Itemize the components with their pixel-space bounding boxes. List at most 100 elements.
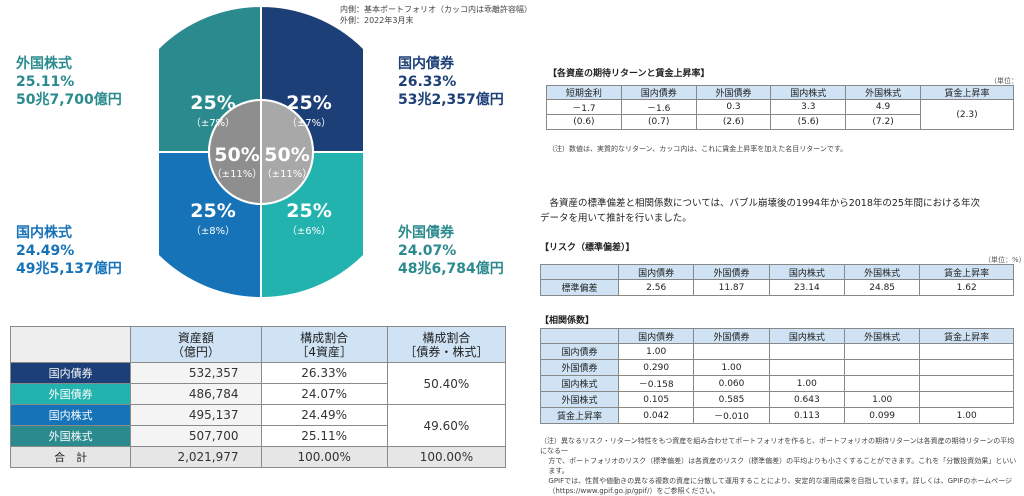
risk-cell: 2.56: [617, 279, 695, 296]
row-head: 国内株式: [9, 404, 132, 426]
inner-stock-half: [208, 98, 262, 206]
label-foreign-stock: 外国株式 25.11% 50兆7,700億円: [16, 55, 122, 109]
cell-share: 24.49%: [260, 404, 388, 426]
allocation-table: 資産額 （億円） 構成割合 ［4資産］ 構成割合 ［債券・株式］ 国内債券 53…: [9, 326, 507, 468]
risk-cell: 23.14: [768, 279, 845, 296]
label-name: 国内債券: [398, 56, 454, 72]
inner-range: （±11%）: [212, 168, 263, 180]
table-row: 外国債券 486,784 24.07%: [9, 383, 506, 405]
corr-cell: [768, 343, 845, 360]
cell-amount: 532,357: [130, 362, 262, 384]
label-domestic-bond: 国内債券 26.33% 53兆2,357億円: [398, 55, 504, 109]
table-corner: [9, 326, 132, 363]
corr-row-label: 外国債券: [540, 359, 619, 376]
row-head: 国内債券: [9, 362, 132, 384]
corr-cell: 1.00: [843, 391, 921, 408]
header-share-2: 構成割合 ［債券・株式］: [386, 326, 507, 363]
body-paragraph: 各資産の標準偏差と相関係数については、バブル崩壊後の1994年から2018年の2…: [540, 196, 1010, 226]
returns-header: 外国株式: [845, 85, 921, 100]
cell-group-bond: 50.40%: [386, 362, 507, 405]
note-line: 外側：2022年3月末: [340, 16, 414, 25]
corr-cell: 0.105: [617, 391, 695, 408]
returns-cell: 0.3: [695, 99, 772, 115]
risk-header: 国内株式: [768, 264, 845, 280]
corr-cell: 1.00: [919, 407, 1014, 424]
quadrant-pct: 25%: [190, 200, 235, 222]
returns-cell: 3.3: [770, 99, 847, 115]
corr-cell: [919, 343, 1014, 360]
corr-header: 外国株式: [843, 328, 921, 344]
corr-cell: 0.060: [693, 375, 770, 392]
header-share-4: 構成割合 ［4資産］: [260, 326, 388, 363]
cell-group-total: 100.00%: [386, 446, 507, 468]
label-amount: 49兆5,137億円: [16, 261, 122, 277]
quadrant-range: （±7%）: [287, 117, 331, 129]
table-row-total: 合 計 2,021,977 100.00% 100.00%: [9, 446, 507, 468]
corr-corner: [540, 328, 619, 344]
label-name: 外国株式: [16, 56, 72, 72]
header-text: 構成割合 ［4資産］: [296, 330, 352, 359]
returns-header: 国内株式: [770, 85, 847, 100]
corr-cell: [843, 359, 921, 376]
corr-cell: －0.158: [617, 375, 695, 392]
header-text: 構成割合 ［債券・株式］: [404, 330, 489, 359]
footnote-line: GPIFでは、性質や値動きの異なる複数の資産に分散して運用することにより、安定的…: [548, 477, 1012, 485]
risk-cell: 11.87: [693, 279, 770, 296]
returns-cell: (5.6): [770, 114, 847, 130]
inner-pct: 50%: [264, 144, 309, 166]
label-amount: 48兆6,784億円: [398, 261, 504, 277]
label-amount: 53兆2,357億円: [398, 92, 504, 108]
corr-title: 【相関係数】: [540, 316, 595, 326]
risk-corner: [540, 264, 619, 280]
risk-header: 賃金上昇率: [919, 264, 1014, 280]
corr-cell: [768, 359, 845, 376]
header-text: 資産額 （億円）: [171, 330, 220, 359]
corr-header: 賃金上昇率: [919, 328, 1014, 344]
risk-row-label: 標準偏差: [540, 279, 619, 296]
quadrant-pct: 25%: [286, 200, 331, 222]
label-name: 国内株式: [16, 225, 72, 241]
note-line: 内側：基本ポートフォリオ（カッコ内は乖離許容幅）: [340, 5, 532, 14]
label-domestic-stock: 国内株式 24.49% 49兆5,137億円: [16, 224, 122, 278]
corr-cell: [693, 343, 770, 360]
cell-group-stock: 49.60%: [386, 404, 507, 447]
risk-header: 外国株式: [843, 264, 921, 280]
corr-row-label: 賃金上昇率: [540, 407, 619, 424]
quadrant-pct: 25%: [286, 92, 331, 114]
risk-header: 国内債券: [617, 264, 695, 280]
corr-cell: 0.585: [693, 391, 770, 408]
header-amount: 資産額 （億円）: [130, 326, 262, 363]
corr-row-label: 国内株式: [540, 375, 619, 392]
label-amount: 50兆7,700億円: [16, 92, 122, 108]
inner-bond-half: [260, 98, 314, 206]
table-row: 国内株式 495,137 24.49% 49.60%: [9, 404, 507, 447]
table-row: 外国株式 507,700 25.11%: [9, 425, 506, 447]
risk-title: 【リスク（標準偏差）】: [540, 243, 635, 253]
quadrant-range: （±8%）: [191, 225, 235, 237]
corr-cell: 0.099: [843, 407, 921, 424]
quadrant-range: （±6%）: [287, 225, 331, 237]
label-foreign-bond: 外国債券 24.07% 48兆6,784億円: [398, 224, 504, 278]
returns-header: 賃金上昇率: [919, 85, 1015, 100]
corr-header: 外国債券: [693, 328, 770, 344]
corr-cell: 0.113: [768, 407, 845, 424]
allocation-donut-chart: 25%（±7%）25%（±6%）25%（±8%）25%（±7%）50%（±11%…: [159, 4, 363, 300]
label-pct: 24.49%: [16, 243, 75, 259]
table-row: 国内債券 532,357 26.33% 50.40%: [9, 362, 507, 405]
returns-wage-cell: (2.3): [919, 99, 1015, 130]
returns-cell: －1.6: [620, 99, 697, 115]
risk-header: 外国債券: [693, 264, 770, 280]
corr-cell: [919, 359, 1014, 376]
returns-cell: (0.7): [620, 114, 697, 130]
footnote-line: 方で、ポートフォリオのリスク（標準偏差）は各資産のリスク（標準偏差）の平均よりも…: [548, 457, 1017, 475]
corr-header: 国内株式: [768, 328, 845, 344]
returns-cell: (2.6): [695, 114, 772, 130]
inner-range: （±11%）: [262, 168, 313, 180]
risk-unit: （単位：%）: [984, 256, 1024, 264]
corr-cell: 1.00: [693, 359, 770, 376]
row-head: 外国債券: [9, 383, 132, 405]
label-pct: 26.33%: [398, 74, 457, 90]
row-head: 外国株式: [9, 425, 132, 447]
corr-cell: [919, 375, 1014, 392]
returns-header: 国内債券: [620, 85, 697, 100]
